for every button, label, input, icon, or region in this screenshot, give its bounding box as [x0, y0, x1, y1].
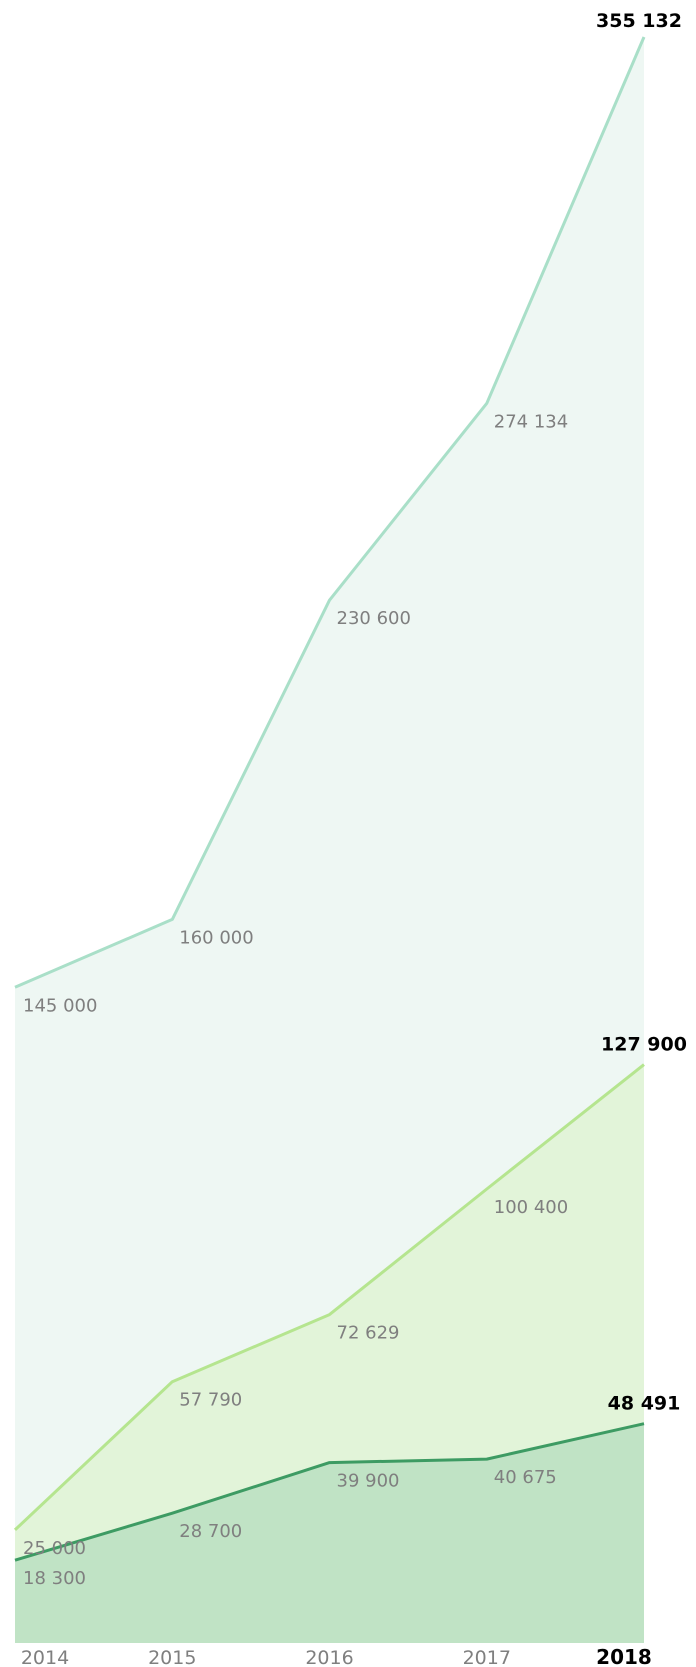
- series-top-label-2014: 145 000: [23, 995, 97, 1016]
- series-top-label-2015: 160 000: [179, 927, 253, 948]
- series-bottom-line: [14, 1422, 645, 1562]
- series-middle-label-2018: 127 900: [601, 1034, 687, 1056]
- series-bottom-label-2014: 18 300: [23, 1568, 86, 1589]
- series-bottom-label-2016: 39 900: [337, 1471, 400, 1492]
- series-top-label-2017: 274 134: [494, 411, 568, 432]
- area-fills: [15, 37, 644, 1643]
- series-middle-label-2016: 72 629: [337, 1323, 400, 1344]
- series-middle-label-2017: 100 400: [494, 1197, 568, 1218]
- series-top-line: [14, 36, 646, 989]
- x-tick-2014: 2014: [21, 1647, 69, 1667]
- x-tick-2016: 2016: [305, 1647, 353, 1667]
- x-tick-2017: 2017: [463, 1647, 511, 1667]
- series-top-label-2018: 355 132: [596, 10, 682, 32]
- series-middle-label-2015: 57 790: [179, 1390, 242, 1411]
- series-bottom-label-2017: 40 675: [494, 1467, 557, 1488]
- data-labels: 145 000 160 000 230 600 274 134 355 132 25 00…: [23, 10, 687, 1589]
- series-middle-line: [13, 1063, 645, 1531]
- series-lines: [13, 36, 646, 1562]
- series-top-label-2016: 230 600: [337, 608, 411, 629]
- x-tick-2018: 2018: [596, 1645, 652, 1667]
- series-bottom-label-2018: 48 491: [608, 1393, 681, 1415]
- series-bottom-area: [15, 1423, 644, 1643]
- series-bottom-label-2015: 28 700: [179, 1521, 242, 1542]
- series-middle-label-2014: 25 000: [23, 1538, 86, 1559]
- x-axis-ticks: 2014 2015 2016 2017 2018: [21, 1645, 652, 1667]
- x-tick-2015: 2015: [148, 1647, 196, 1667]
